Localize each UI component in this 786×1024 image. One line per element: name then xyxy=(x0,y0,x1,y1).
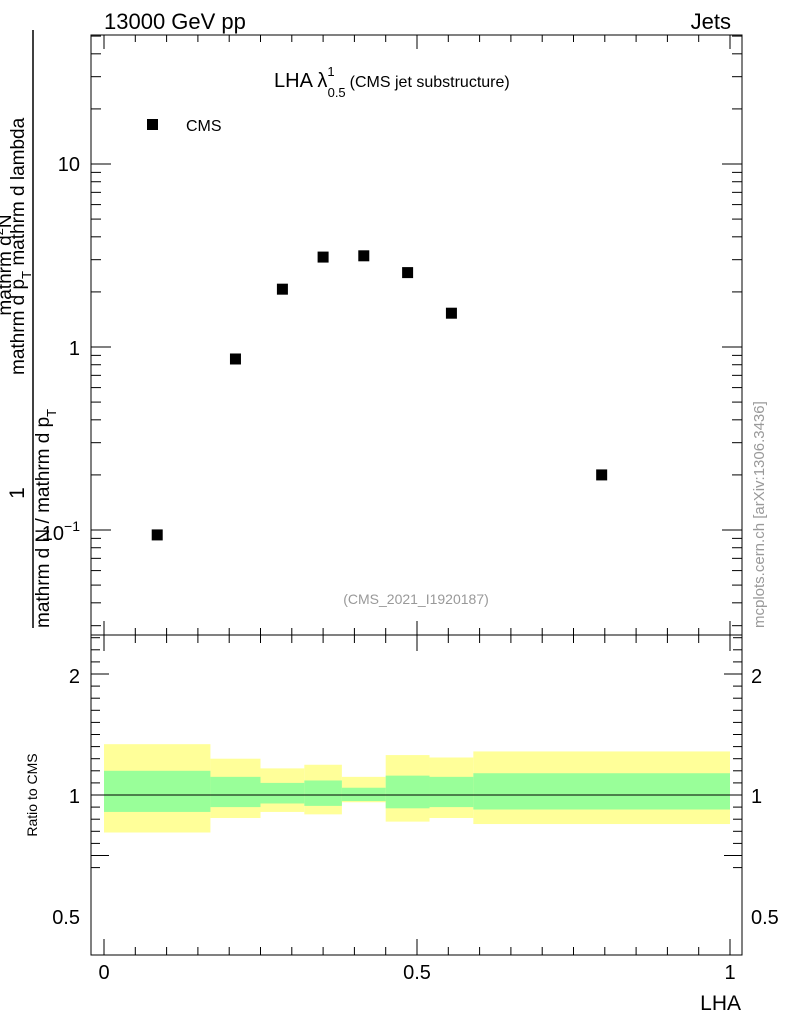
ylabel-denominator: mathrm d N / mathrm d pT xyxy=(33,409,59,628)
xtick-label-1: 1 xyxy=(724,962,735,984)
ylabel-numerator: 1 xyxy=(6,487,29,499)
data-point xyxy=(445,307,457,319)
ratio-band-inner xyxy=(104,770,211,812)
ratio-band-inner xyxy=(210,776,261,808)
ratio-band-inner xyxy=(304,780,342,806)
ratio-ytick-0.5-right: 0.5 xyxy=(751,907,779,929)
plot-title: LHA λ1 0.5(CMS jet substructure) xyxy=(274,64,510,100)
ratio-bands xyxy=(104,744,730,833)
data-point xyxy=(229,353,241,365)
ratio-ytick-2-right: 2 xyxy=(751,666,762,688)
analysis-tag: (CMS_2021_I1920187) xyxy=(343,591,489,607)
ratio-ytick-1-right: 1 xyxy=(751,786,762,808)
data-point xyxy=(151,529,163,541)
ratio-ytick-2-left: 2 xyxy=(69,666,80,688)
header-left: 13000 GeV pp xyxy=(104,9,246,34)
data-point xyxy=(276,283,288,295)
legend-label: CMS xyxy=(186,118,222,135)
ratio-band-inner xyxy=(260,782,305,804)
ratio-band-inner xyxy=(341,787,386,802)
main-ylabel: 1 mathrm d N / mathrm d pT mathrm d pT m… xyxy=(0,30,59,628)
header-right: Jets xyxy=(691,9,731,34)
data-point xyxy=(317,251,329,263)
source-label: mcplots.cern.ch [arXiv:1306.3436] xyxy=(751,401,768,628)
ylabel-inner-numerator: mathrm d2N xyxy=(0,214,16,315)
ratio-ylabel: Ratio to CMS xyxy=(24,753,40,836)
xlabel: LHA xyxy=(700,992,741,1015)
ratio-band-inner xyxy=(429,776,474,808)
ytick-label-1: 1 xyxy=(69,338,80,360)
xtick-label-0.5: 0.5 xyxy=(403,962,431,984)
ratio-axis-ticks xyxy=(91,635,742,955)
xtick-label-0: 0 xyxy=(98,962,109,984)
ratio-band-inner xyxy=(473,773,730,810)
ratio-ytick-0.5-left: 0.5 xyxy=(52,907,80,929)
ytick-label-10: 10 xyxy=(58,154,80,176)
data-point xyxy=(402,267,414,279)
ylabel-inner-fraction: mathrm d pT mathrm d lambda xyxy=(8,117,34,375)
data-points xyxy=(151,250,608,541)
data-point xyxy=(596,469,608,481)
ratio-ytick-1-left: 1 xyxy=(69,786,80,808)
legend-marker xyxy=(147,119,158,130)
main-axis-ticks xyxy=(91,35,742,635)
ratio-band-inner xyxy=(385,775,430,809)
ytick-label-0.1: 10−1 xyxy=(42,518,80,545)
data-point xyxy=(358,250,370,262)
